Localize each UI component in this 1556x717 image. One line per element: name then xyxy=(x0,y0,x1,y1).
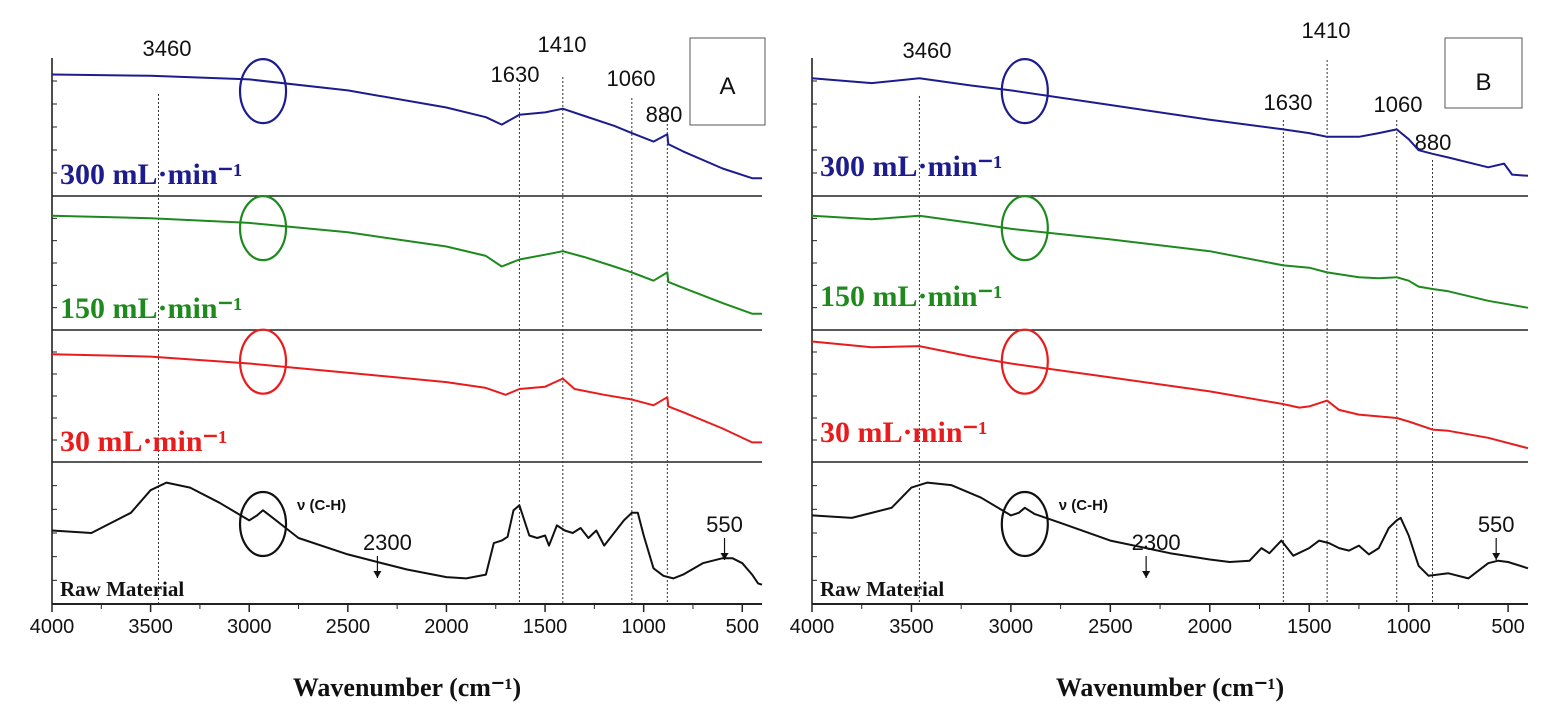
peak-label: 3460 xyxy=(903,38,952,63)
x-tick-label: 1500 xyxy=(523,616,568,638)
annotation-arrow-head xyxy=(720,553,729,560)
x-tick-label: 2000 xyxy=(424,616,469,638)
annotation-arrow-label: 2300 xyxy=(1132,530,1181,555)
series-line xyxy=(51,353,762,444)
series-line xyxy=(51,73,762,180)
ch-circle-marker xyxy=(238,195,288,262)
x-tick-label: 1000 xyxy=(1386,616,1431,638)
peak-label: 1630 xyxy=(491,62,540,87)
ch-circle-marker xyxy=(238,328,288,395)
peak-label: 3460 xyxy=(143,36,192,61)
series-label: Raw Material xyxy=(820,577,944,601)
x-tick-label: 2500 xyxy=(326,616,371,638)
annotation-arrow-label: 550 xyxy=(1478,512,1515,537)
series-label: Raw Material xyxy=(60,577,184,601)
series-label: 150 mL·min⁻¹ xyxy=(820,280,1002,313)
series-label: 150 mL·min⁻¹ xyxy=(60,292,242,325)
annotation-arrow-head xyxy=(373,571,382,578)
x-axis-label: Wavenumber (cm⁻¹) xyxy=(1056,673,1284,702)
x-tick-label: 3500 xyxy=(128,616,173,638)
series-line xyxy=(51,214,762,315)
ch-circle-marker xyxy=(1000,328,1049,395)
ch-circle-marker xyxy=(1000,195,1049,262)
x-tick-label: 500 xyxy=(1491,616,1524,638)
series-label: 300 mL·min⁻¹ xyxy=(820,150,1002,183)
peak-label: 1060 xyxy=(607,66,656,91)
x-tick-label: 500 xyxy=(726,616,759,638)
series-line xyxy=(51,481,763,586)
x-tick-label: 2500 xyxy=(1088,616,1133,638)
peak-label: 880 xyxy=(646,102,683,127)
ch-circle-marker xyxy=(238,490,288,558)
x-axis-label: Wavenumber (cm⁻¹) xyxy=(293,673,521,702)
ch-circle-marker xyxy=(1000,58,1049,125)
series-line xyxy=(811,214,1529,309)
annotation-arrow-label: 550 xyxy=(706,512,743,537)
ch-circle-marker xyxy=(238,58,288,125)
series-label: 30 mL·min⁻¹ xyxy=(60,425,227,458)
x-tick-label: 3500 xyxy=(889,616,934,638)
series-label: 300 mL·min⁻¹ xyxy=(60,158,242,191)
x-tick-label: 1500 xyxy=(1287,616,1332,638)
panel-tag-label: A xyxy=(719,73,735,100)
peak-label: 1630 xyxy=(1264,90,1313,115)
panel-tag-box xyxy=(1444,37,1523,109)
x-tick-label: 3000 xyxy=(989,616,1034,638)
x-tick-label: 3000 xyxy=(227,616,272,638)
annotation-arrow-label: 2300 xyxy=(363,530,412,555)
annotation-arrow-head xyxy=(1492,553,1501,560)
ch-stretch-label: ν (C-H) xyxy=(1059,497,1108,514)
panel-tag-box xyxy=(689,37,766,126)
series-line xyxy=(811,340,1529,450)
panel-tag-label: B xyxy=(1475,69,1491,96)
series-line xyxy=(811,481,1529,580)
ch-stretch-label: ν (C-H) xyxy=(297,497,346,514)
ch-circle-marker xyxy=(1000,490,1049,558)
x-tick-label: 4000 xyxy=(30,616,75,638)
panel-b: 4000 3500 3000 2500 2000 1500 1000 500 Wavenumbe… xyxy=(790,18,1529,702)
x-tick-label: 1000 xyxy=(621,616,666,638)
annotation-arrow-head xyxy=(1142,571,1151,578)
x-tick-label: 2000 xyxy=(1188,616,1233,638)
panel-a: 4000 3500 3000 2500 2000 1500 1000 500 Wavenumbe… xyxy=(30,32,766,702)
peak-label: 1060 xyxy=(1374,92,1423,117)
peak-label: 1410 xyxy=(1302,18,1351,43)
peak-label: 1410 xyxy=(538,32,587,57)
series-label: 30 mL·min⁻¹ xyxy=(820,416,987,449)
series-line xyxy=(811,77,1529,177)
x-tick-label: 4000 xyxy=(790,616,835,638)
